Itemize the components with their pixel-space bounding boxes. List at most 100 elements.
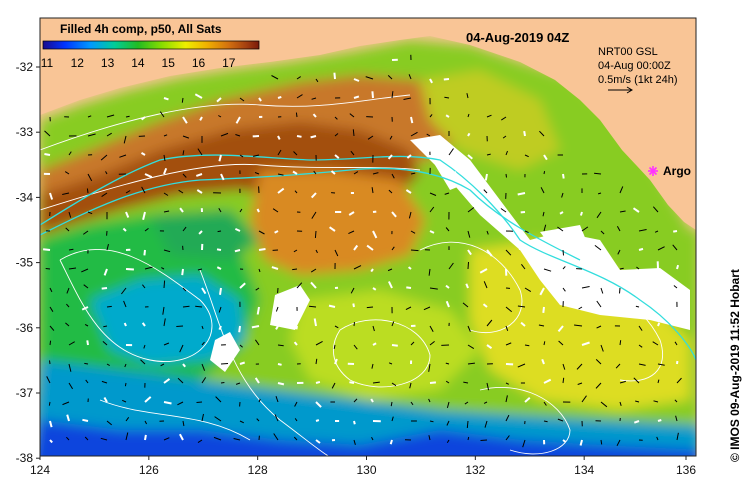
current-vector	[445, 362, 450, 365]
current-vector	[103, 268, 108, 276]
current-vector	[426, 133, 431, 137]
current-vector	[391, 173, 395, 179]
current-vector	[141, 186, 146, 194]
current-vector	[486, 114, 492, 118]
current-vector	[44, 130, 51, 137]
current-vector	[234, 249, 241, 253]
y-tick-label: -32	[16, 60, 34, 74]
current-vector	[315, 340, 323, 346]
current-vector	[429, 230, 435, 234]
current-vector	[239, 208, 243, 213]
x-tick-label: 130	[356, 463, 376, 477]
x-tick-label: 136	[676, 463, 696, 477]
current-vector	[272, 208, 279, 213]
current-vector	[163, 342, 170, 346]
current-vector	[429, 287, 438, 290]
current-vector	[467, 132, 471, 137]
current-vector	[275, 306, 279, 312]
current-vector	[293, 249, 298, 253]
current-vector	[81, 268, 89, 273]
current-vector	[84, 436, 89, 441]
current-vector	[294, 401, 298, 407]
current-vector	[581, 226, 589, 232]
current-vector	[446, 439, 450, 444]
current-vector	[674, 399, 678, 403]
current-vector	[313, 170, 317, 175]
current-vector	[410, 172, 416, 175]
current-vector	[524, 397, 531, 403]
current-vector	[445, 227, 450, 232]
info-datetime: 04-Aug 00:00Z	[598, 60, 671, 72]
current-vector	[615, 363, 621, 369]
current-vector	[596, 300, 602, 308]
current-vector	[239, 154, 244, 158]
current-vector	[294, 418, 298, 422]
current-vector	[429, 381, 437, 384]
current-vector	[254, 377, 260, 384]
current-vector	[483, 401, 488, 404]
current-vector	[49, 325, 55, 331]
current-vector	[125, 211, 130, 218]
current-vector	[675, 415, 678, 422]
current-vector	[143, 249, 146, 256]
current-vector	[163, 249, 171, 253]
current-vector	[83, 284, 89, 289]
current-vector	[101, 287, 108, 290]
current-vector	[579, 211, 583, 216]
current-vector	[543, 401, 547, 406]
current-vector	[258, 398, 261, 403]
current-vector	[163, 280, 166, 289]
y-tick-label: -37	[16, 386, 34, 400]
current-vector	[389, 439, 393, 445]
colorbar-tick-label: 17	[222, 56, 236, 70]
colorbar-tick-label: 13	[101, 56, 115, 70]
current-vector	[638, 344, 643, 348]
current-vector	[596, 325, 602, 329]
current-vector	[562, 377, 565, 384]
current-vector	[296, 135, 302, 138]
current-vector	[125, 432, 129, 441]
current-vector	[256, 418, 260, 422]
current-vector	[405, 189, 412, 194]
y-axis: -32 -33 -34 -35 -36 -37 -38	[16, 60, 40, 465]
current-vector	[391, 382, 397, 387]
current-vector	[596, 211, 602, 219]
current-vector	[505, 342, 512, 346]
current-vector	[163, 401, 172, 405]
current-vector	[294, 190, 298, 194]
current-vector	[408, 74, 412, 80]
current-vector	[372, 325, 375, 332]
current-vector	[239, 282, 246, 289]
current-vector	[119, 154, 127, 158]
current-vector	[293, 151, 298, 156]
current-vector	[371, 363, 374, 369]
current-vector	[199, 116, 203, 121]
current-vector	[521, 263, 526, 270]
current-vector	[445, 114, 450, 118]
current-vector	[163, 437, 170, 441]
current-vector	[486, 211, 491, 220]
current-vector	[239, 97, 245, 102]
current-vector	[505, 382, 510, 385]
current-vector	[562, 173, 565, 179]
current-vector	[101, 192, 108, 198]
current-vector	[181, 268, 184, 276]
current-vector	[49, 306, 54, 312]
current-vector	[518, 247, 526, 251]
current-vector	[312, 113, 317, 118]
current-vector	[657, 246, 665, 251]
current-vector	[196, 401, 203, 403]
current-vector	[616, 439, 621, 447]
current-vector	[581, 286, 590, 289]
current-vector	[635, 285, 640, 289]
current-vector	[462, 302, 469, 308]
current-vector	[49, 439, 53, 444]
current-vector	[277, 344, 284, 347]
current-vector	[522, 439, 526, 448]
current-vector	[600, 439, 603, 445]
current-vector	[467, 362, 475, 365]
current-vector	[68, 267, 77, 270]
x-tick-label: 128	[248, 463, 268, 477]
current-vector	[467, 325, 471, 332]
current-vector	[102, 341, 108, 346]
